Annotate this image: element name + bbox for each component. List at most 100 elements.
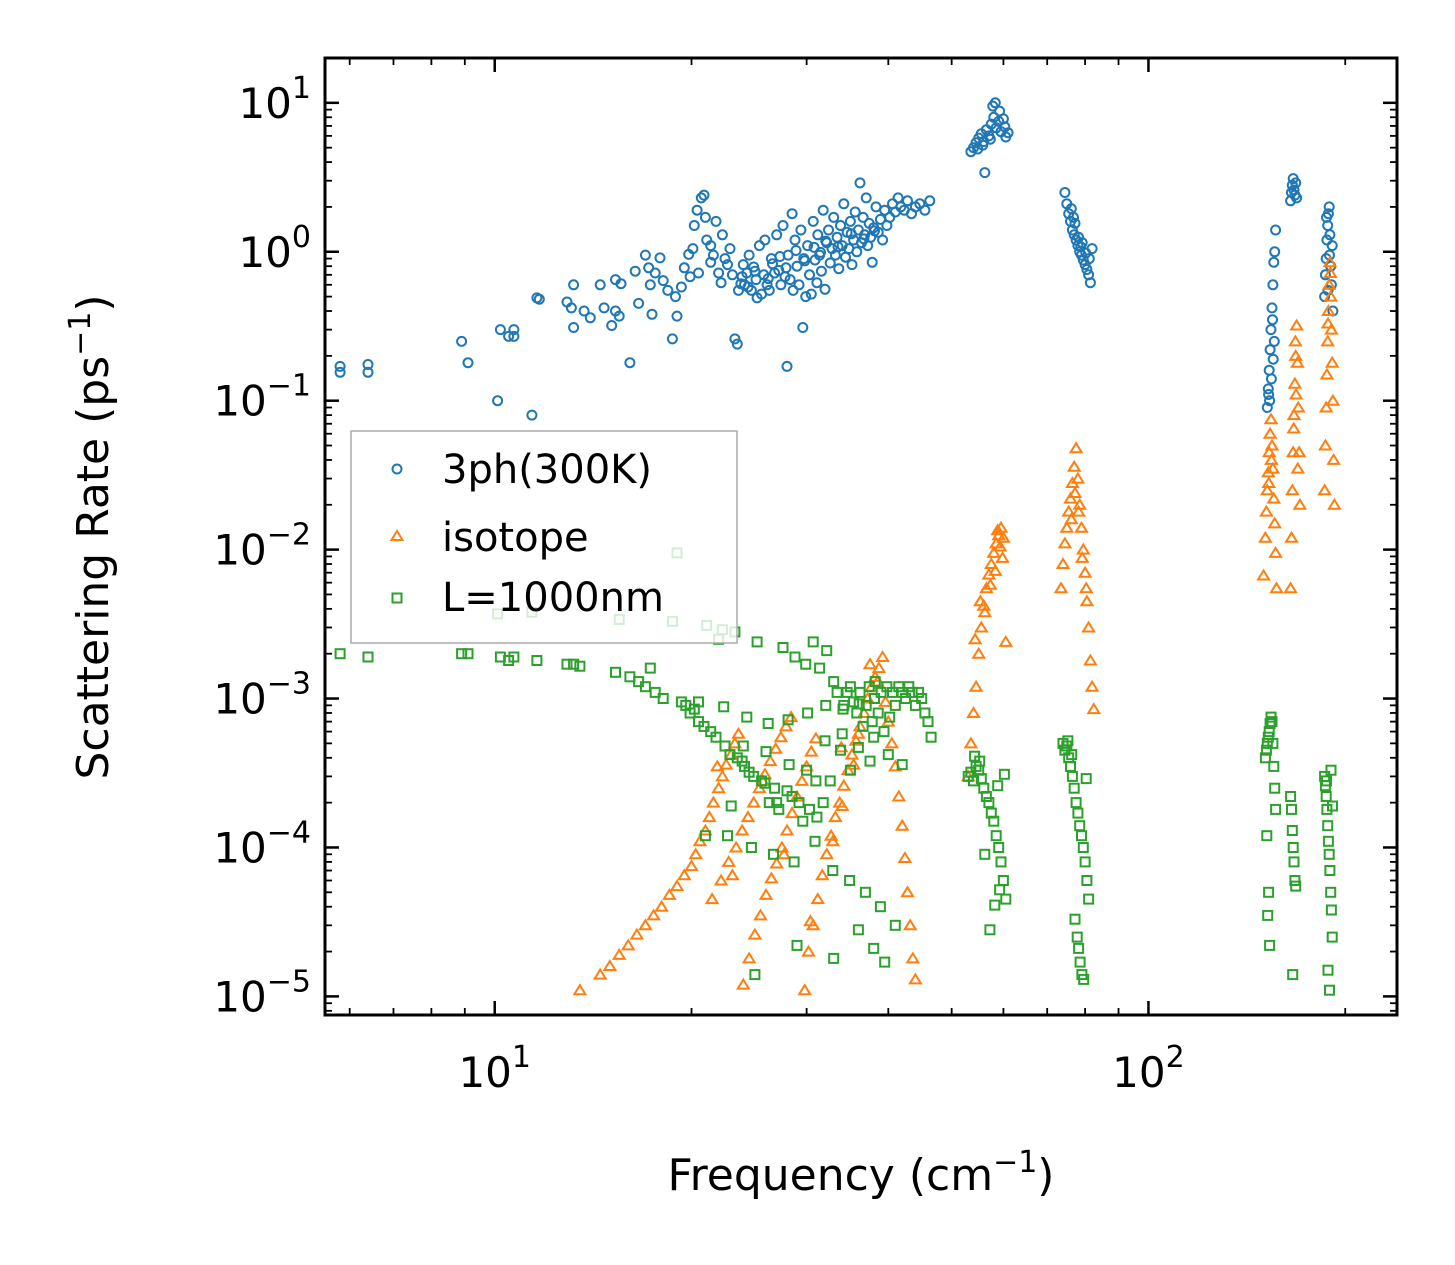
data-point bbox=[1069, 913, 1081, 925]
data-point bbox=[594, 279, 606, 291]
data-point bbox=[1318, 438, 1333, 451]
plot-frame bbox=[323, 56, 1399, 1017]
data-point bbox=[727, 736, 743, 749]
data-point bbox=[781, 360, 793, 372]
data-point bbox=[644, 279, 656, 291]
data-point bbox=[1269, 581, 1284, 594]
data-point bbox=[810, 892, 826, 905]
data-point bbox=[795, 224, 807, 236]
data-point bbox=[334, 648, 346, 660]
data-point bbox=[705, 240, 717, 252]
data-point bbox=[846, 259, 858, 271]
data-point bbox=[815, 868, 830, 881]
data-point bbox=[804, 744, 819, 757]
data-point bbox=[1068, 441, 1084, 454]
data-point bbox=[844, 764, 856, 776]
data-point bbox=[786, 791, 798, 802]
data-point bbox=[1262, 383, 1274, 395]
data-point bbox=[979, 167, 991, 179]
tick-labels: 101 102 101 100 10−1 10−2 10−3 10−4 10−5 bbox=[213, 71, 1184, 1097]
data-point bbox=[1000, 893, 1012, 905]
data-point bbox=[831, 686, 843, 698]
data-point bbox=[802, 707, 814, 719]
data-point bbox=[1290, 461, 1306, 474]
data-point bbox=[1084, 277, 1096, 289]
data-point bbox=[1266, 716, 1278, 728]
data-point bbox=[713, 873, 729, 886]
data-point bbox=[870, 201, 882, 213]
data-point bbox=[1284, 530, 1299, 543]
data-point bbox=[851, 246, 863, 258]
data-point bbox=[844, 875, 856, 886]
data-point bbox=[729, 333, 741, 345]
data-point bbox=[900, 885, 915, 898]
data-point bbox=[1317, 483, 1332, 496]
data-point bbox=[1270, 224, 1282, 236]
data-point bbox=[688, 220, 700, 231]
data-point bbox=[1070, 471, 1086, 484]
data-point bbox=[662, 887, 677, 900]
data-point bbox=[611, 947, 627, 960]
data-point bbox=[1083, 893, 1095, 905]
data-point bbox=[362, 651, 374, 663]
data-point bbox=[828, 676, 840, 688]
data-point bbox=[707, 249, 719, 261]
data-point bbox=[1287, 376, 1303, 389]
data-point bbox=[817, 204, 829, 216]
data-point bbox=[1264, 452, 1279, 465]
data-point bbox=[1321, 304, 1336, 316]
data-point bbox=[1256, 568, 1271, 581]
legend-label-isotope: isotope bbox=[442, 515, 589, 561]
data-point bbox=[756, 775, 768, 787]
data-point bbox=[852, 924, 864, 936]
data-point bbox=[711, 781, 726, 794]
data-point bbox=[1002, 127, 1014, 139]
data-point bbox=[869, 225, 880, 237]
data-point bbox=[835, 220, 846, 231]
data-point bbox=[815, 246, 826, 258]
data-point bbox=[773, 803, 785, 815]
data-point bbox=[820, 699, 832, 711]
data-point bbox=[916, 693, 928, 704]
data-point bbox=[1077, 842, 1089, 853]
data-point bbox=[1322, 835, 1334, 847]
data-point bbox=[762, 273, 774, 285]
data-point bbox=[715, 769, 730, 782]
data-point bbox=[774, 251, 786, 262]
data-point bbox=[633, 297, 645, 309]
data-point bbox=[1285, 791, 1297, 802]
data-point bbox=[742, 281, 754, 293]
data-point bbox=[801, 944, 816, 957]
data-point bbox=[913, 686, 925, 698]
data-point bbox=[1061, 504, 1076, 517]
data-point bbox=[1261, 445, 1277, 458]
data-point bbox=[878, 726, 890, 738]
data-point bbox=[710, 759, 725, 772]
data-point bbox=[1323, 289, 1338, 302]
data-point bbox=[1267, 314, 1278, 326]
data-point bbox=[1261, 476, 1277, 488]
data-point bbox=[1260, 744, 1272, 756]
data-point bbox=[492, 395, 504, 407]
data-point bbox=[687, 243, 699, 255]
tick-label: 100 bbox=[238, 220, 311, 277]
data-point bbox=[860, 699, 872, 711]
data-point bbox=[1062, 735, 1074, 747]
data-point bbox=[1086, 702, 1102, 715]
data-point bbox=[1290, 355, 1305, 368]
data-point bbox=[833, 263, 845, 275]
data-point bbox=[875, 686, 887, 698]
data-point bbox=[1269, 782, 1281, 794]
data-point bbox=[986, 545, 1002, 558]
data-point bbox=[629, 927, 645, 940]
data-point bbox=[868, 942, 880, 954]
data-point bbox=[462, 648, 474, 660]
data-point bbox=[773, 730, 789, 743]
data-point bbox=[968, 679, 984, 692]
data-point bbox=[968, 775, 979, 787]
data-point bbox=[572, 983, 588, 996]
data-point bbox=[819, 735, 831, 747]
data-point bbox=[1291, 400, 1306, 413]
data-point bbox=[1288, 856, 1300, 868]
data-point bbox=[1071, 504, 1086, 517]
